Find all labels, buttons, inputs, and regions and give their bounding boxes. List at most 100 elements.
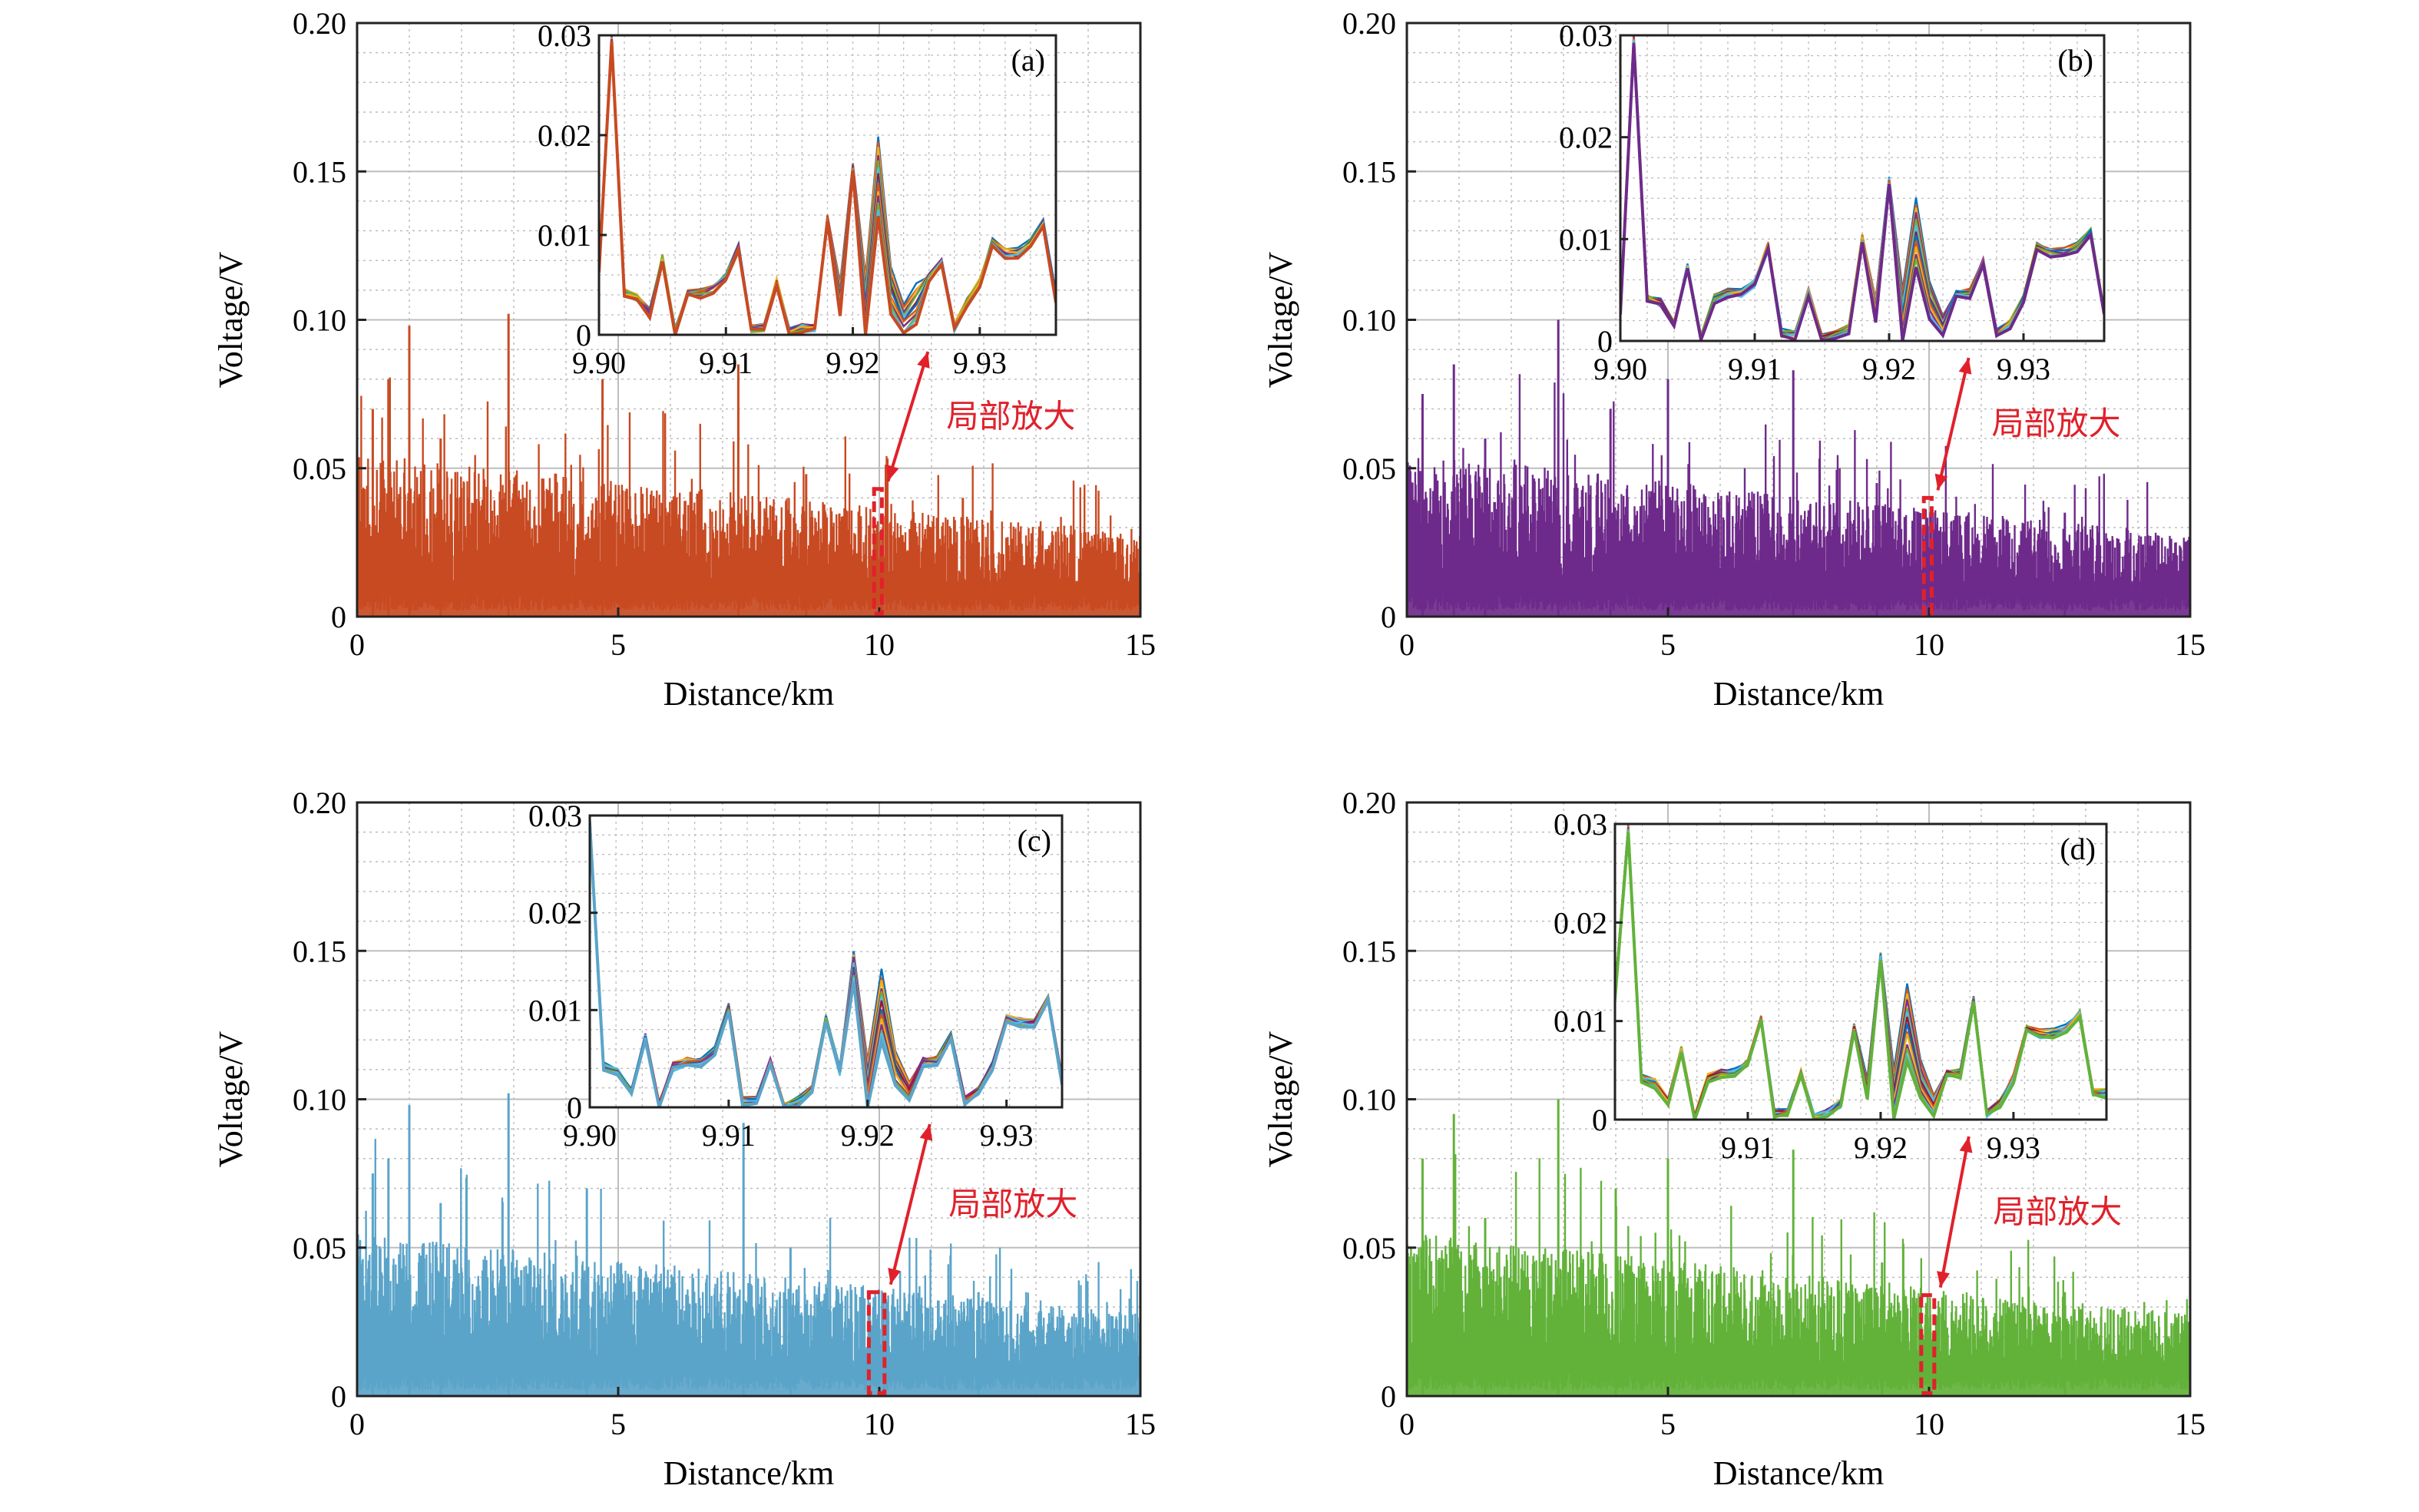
inset-traces — [590, 816, 1062, 1107]
zoom-region-box — [872, 487, 884, 616]
inset-y-tick-label: 0.01 — [1559, 222, 1613, 256]
y-tick-label: 0.15 — [1342, 154, 1396, 189]
signal-fill — [1407, 1360, 2190, 1396]
x-tick-label: 5 — [611, 627, 626, 662]
y-tick-label: 0.20 — [293, 6, 346, 41]
panel-label: (d) — [2060, 832, 2096, 866]
signal-fill — [1407, 581, 2190, 617]
y-axis-label: Voltage/V — [212, 251, 250, 388]
y-tick-label: 0.10 — [293, 303, 346, 338]
inset-y-tick-label: 0.03 — [528, 799, 582, 833]
annotation-text: 局部放大 — [948, 1185, 1077, 1223]
signal-fill — [357, 581, 1140, 617]
inset-y-tick-label: 0 — [1592, 1103, 1607, 1137]
x-tick-label: 10 — [864, 627, 895, 662]
zoom-arrow — [1934, 357, 1972, 491]
x-axis-label: Distance/km — [1713, 1454, 1884, 1492]
inset-traces — [1615, 824, 2106, 1120]
y-tick-label: 0.20 — [1342, 786, 1396, 820]
signal-trace — [1407, 319, 2190, 617]
inset-y-tick-label: 0.02 — [528, 896, 582, 931]
y-axis-label: Voltage/V — [1262, 251, 1299, 388]
inset-frame — [588, 814, 1064, 1109]
inset-plot: 9.90 9.91 9.92 9.93 0 0.01 0.02 0.03 (c) — [528, 799, 1064, 1153]
y-tick-label: 0 — [1381, 600, 1396, 634]
inset-frame — [1613, 822, 2108, 1121]
inset-x-tick-label: 9.91 — [1728, 352, 1782, 386]
inset-series-line — [599, 41, 1056, 335]
inset-x-tick-label: 9.93 — [1987, 1130, 2040, 1165]
y-axis-label: Voltage/V — [1262, 1031, 1299, 1167]
inset-frame — [597, 34, 1057, 336]
inset-x-tick-label: 9.90 — [572, 346, 626, 380]
panel-label: (c) — [1018, 823, 1051, 858]
inset-x-tick-label: 9.92 — [826, 346, 880, 380]
zoom-region-box — [866, 1290, 887, 1395]
inset-y-tick-label: 0.01 — [538, 218, 591, 253]
y-tick-label: 0.15 — [293, 154, 346, 189]
zoom-region-box — [1921, 495, 1934, 616]
inset-y-tick-label: 0.03 — [1554, 807, 1607, 842]
inset-background — [590, 816, 1062, 1107]
inset-y-tick-label: 0 — [1597, 324, 1613, 359]
x-tick-label: 5 — [611, 1407, 626, 1441]
x-tick-label: 0 — [349, 627, 365, 662]
y-tick-label: 0.05 — [1342, 452, 1396, 486]
inset-y-tick-label: 0.02 — [1554, 905, 1607, 940]
x-axis-label: Distance/km — [663, 675, 834, 713]
panel-b: 0 5 10 15 0 0.05 0.10 0.15 0.20 Distance/km Voltag… — [1262, 6, 2206, 713]
inset-y-tick-label: 0 — [576, 318, 591, 352]
inset-x-tick-label: 9.90 — [1593, 352, 1647, 386]
inset-y-tick-label: 0 — [567, 1090, 582, 1125]
inset-x-tick-label: 9.93 — [980, 1118, 1034, 1153]
inset-x-tick-label: 9.91 — [702, 1118, 756, 1153]
arrow-head — [1958, 358, 1972, 375]
arrow-head — [917, 352, 930, 369]
y-tick-label: 0.20 — [1342, 6, 1396, 41]
signal-line — [1407, 1099, 2190, 1391]
inset-series-line — [1615, 832, 2106, 1120]
y-tick-label: 0 — [331, 1379, 346, 1414]
inset-grid — [590, 816, 1062, 1107]
zoom-arrow — [888, 1123, 933, 1285]
y-tick-label: 0.05 — [293, 452, 346, 486]
arrow-head — [919, 1124, 933, 1141]
x-tick-label: 0 — [349, 1407, 365, 1441]
inset-x-tick-label: 9.93 — [953, 346, 1007, 380]
y-tick-label: 0.10 — [1342, 1083, 1396, 1117]
annotation-text: 局部放大 — [1992, 405, 2121, 442]
arrow-head — [1937, 1271, 1950, 1288]
inset-y-tick-label: 0.01 — [528, 993, 582, 1027]
x-tick-label: 5 — [1660, 627, 1676, 662]
y-tick-label: 0 — [1381, 1379, 1396, 1414]
inset-x-tick-label: 9.92 — [1854, 1130, 1908, 1165]
panel-label: (a) — [1011, 43, 1045, 78]
inset-plot: 9.90 9.91 9.92 9.93 0 0.01 0.02 0.03 (b) — [1559, 18, 2106, 386]
y-tick-label: 0.20 — [293, 786, 346, 820]
annotation-text: 局部放大 — [946, 397, 1075, 435]
panel-a: 0 5 10 15 0 0.05 0.10 0.15 0.20 Distance/km Voltag… — [212, 6, 1156, 713]
signal-line — [1407, 319, 2190, 611]
signal-trace — [357, 1093, 1140, 1396]
signal-fill — [357, 1360, 1140, 1396]
inset-frame — [1619, 34, 2106, 342]
arrow-head — [1934, 473, 1948, 491]
x-tick-label: 5 — [1660, 1407, 1676, 1441]
arrow-shaft — [889, 1123, 932, 1285]
inset-plot: 9.91 9.92 9.93 0 0.01 0.02 0.03 (d) — [1554, 807, 2108, 1165]
panel-d: 0 5 10 15 0 0.05 0.10 0.15 0.20 Distance/km Voltag… — [1262, 786, 2206, 1492]
inset-y-tick-label: 0.02 — [538, 118, 591, 153]
inset-x-tick-label: 9.92 — [841, 1118, 895, 1153]
x-tick-label: 15 — [1125, 627, 1156, 662]
inset-x-tick-label: 9.91 — [699, 346, 753, 380]
inset-y-tick-label: 0.03 — [538, 18, 591, 53]
x-tick-label: 10 — [1914, 1407, 1944, 1441]
arrow-head — [886, 464, 899, 481]
annotation-text: 局部放大 — [1993, 1193, 2122, 1230]
inset-y-tick-label: 0.02 — [1559, 121, 1613, 155]
x-axis-label: Distance/km — [1713, 675, 1884, 713]
y-axis-label: Voltage/V — [212, 1031, 250, 1167]
y-tick-label: 0.15 — [293, 934, 346, 968]
x-tick-label: 15 — [1125, 1407, 1156, 1441]
